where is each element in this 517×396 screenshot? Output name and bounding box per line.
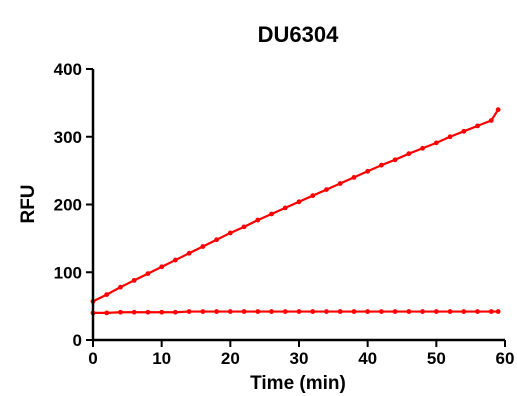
- x-tick-label: 20: [221, 349, 240, 368]
- data-point: [186, 309, 192, 314]
- y-ticks: 0 100 200 300 400: [54, 60, 93, 350]
- data-point: [310, 193, 316, 199]
- data-point: [282, 309, 288, 314]
- data-point: [296, 309, 302, 314]
- data-point: [118, 284, 123, 290]
- data-point: [173, 257, 178, 263]
- data-point: [269, 211, 274, 217]
- data-point: [392, 157, 398, 163]
- x-tick-label: 50: [427, 349, 446, 368]
- data-point: [241, 309, 247, 314]
- data-point: [227, 230, 233, 236]
- y-tick-label: 0: [73, 331, 82, 350]
- data-point: [145, 271, 151, 277]
- data-point: [379, 162, 384, 168]
- x-tick-label: 60: [496, 349, 515, 368]
- data-point: [324, 187, 329, 192]
- data-point: [475, 123, 480, 129]
- x-tick-label: 10: [152, 349, 171, 368]
- data-point: [310, 309, 316, 314]
- data-point: [461, 309, 467, 314]
- data-point: [118, 309, 123, 315]
- data-point: [145, 309, 151, 315]
- x-tick-label: 30: [290, 349, 309, 368]
- data-point: [488, 309, 494, 314]
- data-point: [495, 107, 501, 113]
- data-point: [227, 309, 233, 314]
- data-point: [104, 292, 110, 298]
- data-point: [186, 250, 192, 256]
- y-tick-label: 300: [54, 128, 82, 147]
- data-point: [131, 277, 137, 283]
- chart-title: DU6304: [258, 22, 339, 47]
- x-tick-label: 40: [358, 349, 377, 368]
- data-point: [365, 168, 371, 174]
- data-point: [104, 310, 110, 316]
- plot-area: [90, 107, 501, 316]
- data-point: [214, 309, 220, 314]
- data-point: [337, 309, 343, 314]
- data-point: [475, 309, 480, 314]
- data-point: [488, 118, 494, 123]
- data-point: [241, 224, 247, 230]
- x-tick-label: 0: [88, 349, 97, 368]
- data-point: [282, 205, 288, 211]
- y-tick-label: 100: [54, 263, 82, 282]
- data-point: [392, 309, 398, 314]
- data-point: [351, 309, 357, 314]
- data-point: [420, 309, 425, 314]
- data-point: [447, 309, 453, 314]
- data-point: [433, 309, 439, 314]
- data-point: [159, 309, 165, 315]
- data-point: [131, 309, 137, 315]
- data-point: [200, 244, 206, 249]
- y-axis-label: RFU: [18, 184, 39, 223]
- x-ticks: 0 10 20 30 40 50 60: [88, 340, 514, 368]
- y-tick-label: 200: [54, 196, 82, 215]
- data-point: [324, 309, 329, 314]
- data-point: [255, 309, 261, 314]
- y-tick-label: 400: [54, 60, 82, 79]
- data-point: [406, 151, 412, 157]
- data-point: [365, 309, 371, 314]
- data-point: [420, 145, 425, 151]
- data-point: [406, 309, 412, 314]
- data-point: [296, 199, 302, 205]
- data-point: [433, 140, 439, 146]
- data-point: [255, 217, 261, 223]
- data-point: [447, 134, 453, 140]
- data-point: [159, 264, 165, 270]
- data-point: [495, 309, 501, 314]
- data-point: [173, 309, 178, 315]
- data-point: [379, 309, 384, 314]
- data-point: [337, 181, 343, 186]
- data-point: [200, 309, 206, 314]
- data-point: [269, 309, 274, 314]
- data-point: [214, 237, 220, 243]
- data-point: [461, 128, 467, 134]
- data-point: [351, 175, 357, 180]
- x-axis-label: Time (min): [250, 373, 346, 394]
- series-line: [92, 109, 500, 303]
